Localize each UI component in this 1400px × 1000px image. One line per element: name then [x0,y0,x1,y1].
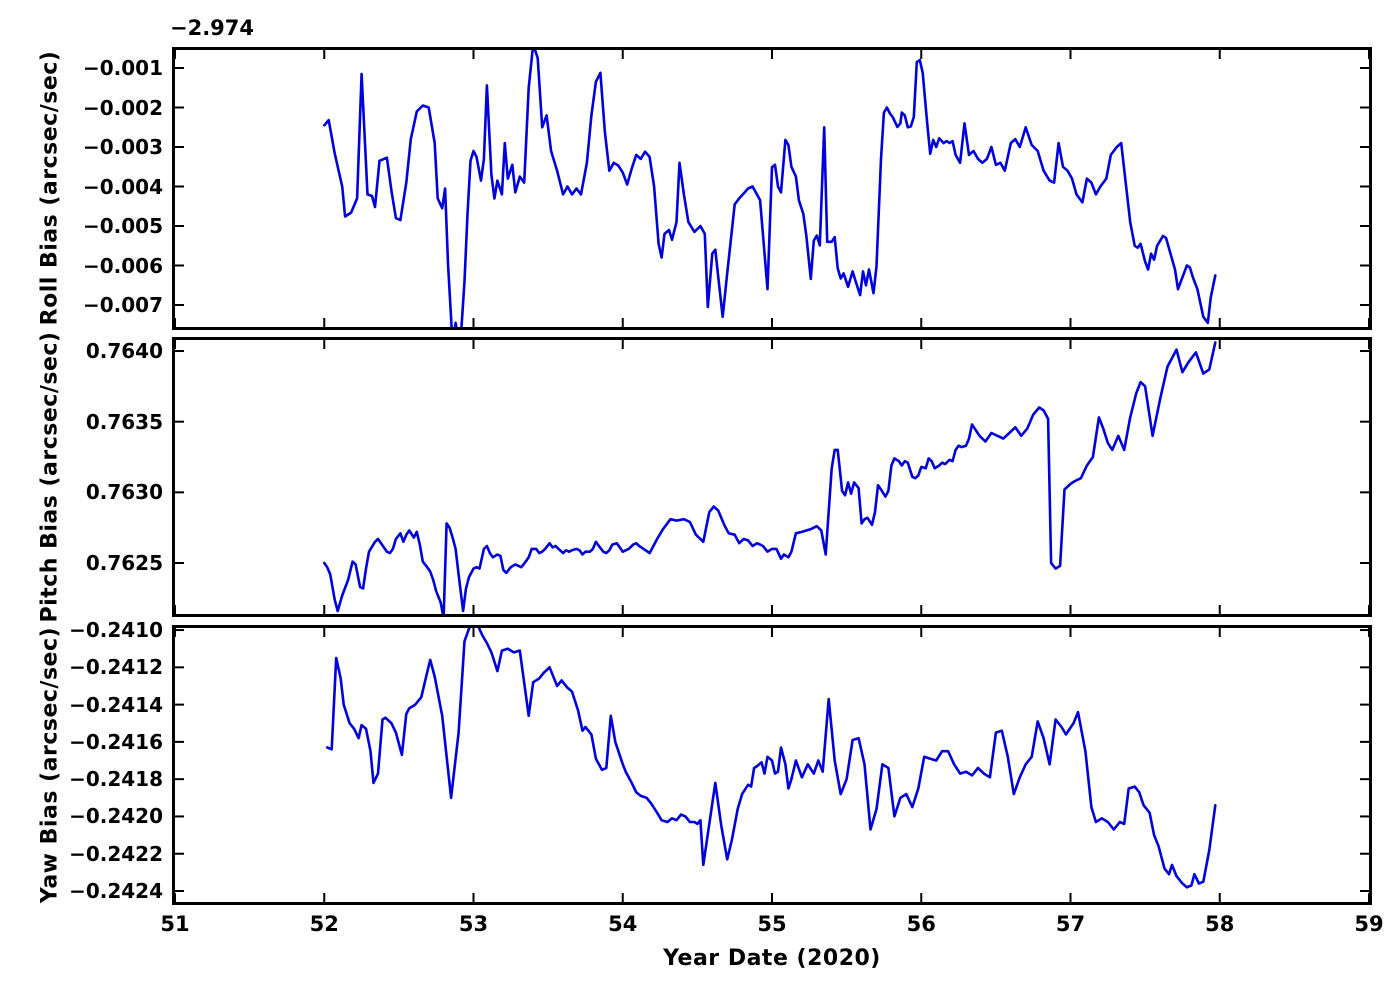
roll-plot-line [175,50,1369,327]
roll-panel [172,47,1372,330]
roll-bias-y-tick-label: −0.006 [82,253,163,278]
x-axis-label: Year Date (2020) [663,946,881,971]
yaw-bias-y-tick-label: −0.2424 [69,879,163,903]
roll-bias-y-tick-label: −0.004 [82,174,163,199]
yaw-plot-line [175,628,1369,902]
x-tick-label: 56 [906,912,936,936]
yaw-bias-series [325,628,1217,889]
roll-bias-y-tick-label: −0.005 [82,214,163,238]
y-axis-offset-text: −2.974 [170,16,255,40]
x-tick-label: 55 [757,912,787,936]
pitch-bias-y-tick-label: 0.7625 [85,550,163,575]
yaw-bias-y-tick-label: −0.2414 [69,692,163,717]
roll-bias-y-tick-label: −0.002 [82,95,163,120]
x-tick-label: 57 [1055,912,1086,936]
roll-bias-y-tick-label: −0.007 [82,292,163,317]
pitch-bias-y-tick-label: 0.7630 [85,480,163,505]
yaw-bias-y-tick-label: −0.2418 [69,767,163,792]
roll-bias-series [323,50,1217,327]
yaw-bias-y-tick-label: −0.2410 [69,618,163,643]
x-tick-label: 59 [1354,912,1384,936]
roll-bias-y-tick-label: −0.003 [82,135,163,159]
pitch-panel [172,337,1372,617]
yaw-bias-y-tick-label: −0.2420 [69,804,163,829]
yaw-bias-y-tick-label: −0.2416 [69,729,163,754]
roll-bias-y-tick-label: −0.001 [82,56,163,80]
x-tick-label: 54 [608,912,638,936]
x-tick-label: 58 [1205,912,1235,936]
pitch-axis-label: Pitch Bias (arcsec/sec) [37,331,63,623]
pitch-bias-y-tick-label: 0.7635 [85,409,163,434]
pitch-bias-series [323,341,1217,614]
yaw-bias-y-tick-label: −0.2422 [69,841,163,866]
pitch-plot-line [175,340,1369,614]
pitch-bias-y-tick-label: 0.7640 [85,339,163,364]
x-tick-label: 52 [309,912,339,936]
x-tick-label: 53 [458,912,489,936]
yaw-bias-y-tick-label: −0.2412 [69,655,163,680]
x-tick-label: 51 [160,912,190,936]
yaw-panel [172,625,1372,905]
